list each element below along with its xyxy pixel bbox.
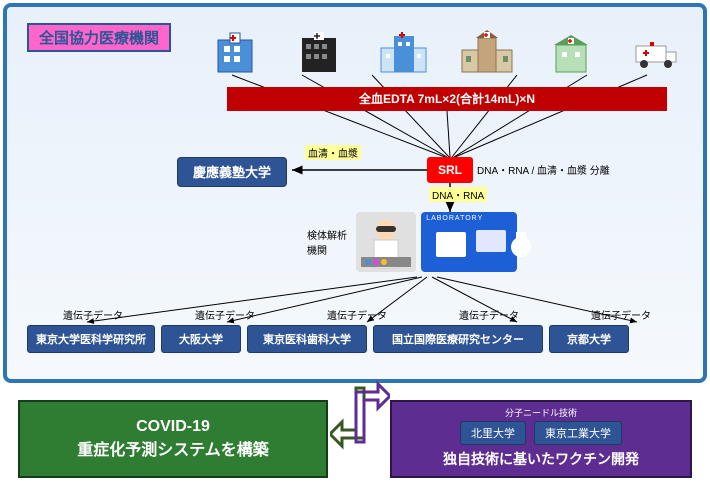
srl-box: SRL <box>427 157 473 183</box>
researcher-image <box>356 212 416 272</box>
vaccine-main-text: 独自技術に基いたワクチン開発 <box>396 449 686 469</box>
hospital-icon-2 <box>289 27 349 77</box>
title-banner: 全国協力医療機関 <box>27 23 171 52</box>
hospital-icon-3 <box>373 27 433 77</box>
blood-sample-bar: 全血EDTA 7mL×2(合計14mL)×N <box>227 87 667 111</box>
university-box: 大阪大学 <box>161 325 241 353</box>
keio-university-box: 慶應義塾大学 <box>177 157 287 187</box>
hospital-icon-4 <box>457 27 517 77</box>
serum-label: 血清・血漿 <box>305 145 361 160</box>
covid-line1: COVID-19 <box>20 418 326 436</box>
gene-data-label: 遺伝子データ <box>459 307 519 322</box>
dna-label: DNA・RNA <box>429 187 487 202</box>
main-diagram-box: 全国協力医療機関 全血EDTA 7mL×2(合計14mL)×N 慶應義塾大学 S… <box>3 3 707 383</box>
gene-data-label: 遺伝子データ <box>327 307 387 322</box>
university-box: 京都大学 <box>549 325 629 353</box>
ambulance-icon <box>625 27 685 77</box>
covid-prediction-box: COVID-19 重症化予測システムを構築 <box>18 400 328 478</box>
hospital-row <box>205 17 685 77</box>
gene-data-label: 遺伝子データ <box>591 307 651 322</box>
university-box: 東京医科歯科大学 <box>247 325 367 353</box>
laboratory-banner: LABORATORY <box>421 212 517 272</box>
university-box: 国立国際医療研究センター <box>373 325 543 353</box>
molecular-needle-label: 分子ニードル技術 <box>396 406 686 419</box>
gene-data-label: 遺伝子データ <box>63 307 123 322</box>
purple-university-box: 東京工業大学 <box>534 421 622 445</box>
purple-universities: 北里大学東京工業大学 <box>396 421 686 445</box>
dna-serum-separation-label: DNA・RNA / 血清・血漿 分離 <box>477 162 610 177</box>
purple-university-box: 北里大学 <box>460 421 526 445</box>
hospital-icon-5 <box>541 27 601 77</box>
gene-data-label: 遺伝子データ <box>195 307 255 322</box>
lab-label: 検体解析機関 <box>307 227 351 257</box>
gene-data-labels: 遺伝子データ 遺伝子データ 遺伝子データ 遺伝子データ 遺伝子データ <box>27 307 687 322</box>
lab-scene: 検体解析機関 LABORATORY <box>307 207 517 277</box>
bidirectional-arrow <box>330 380 390 450</box>
covid-line2: 重症化予測システムを構築 <box>20 436 326 460</box>
university-row: 東京大学医科学研究所大阪大学東京医科歯科大学国立国際医療研究センター京都大学 <box>27 325 687 353</box>
hospital-icon-1 <box>205 27 265 77</box>
university-box: 東京大学医科学研究所 <box>27 325 155 353</box>
vaccine-dev-box: 分子ニードル技術 北里大学東京工業大学 独自技術に基いたワクチン開発 <box>390 400 692 478</box>
